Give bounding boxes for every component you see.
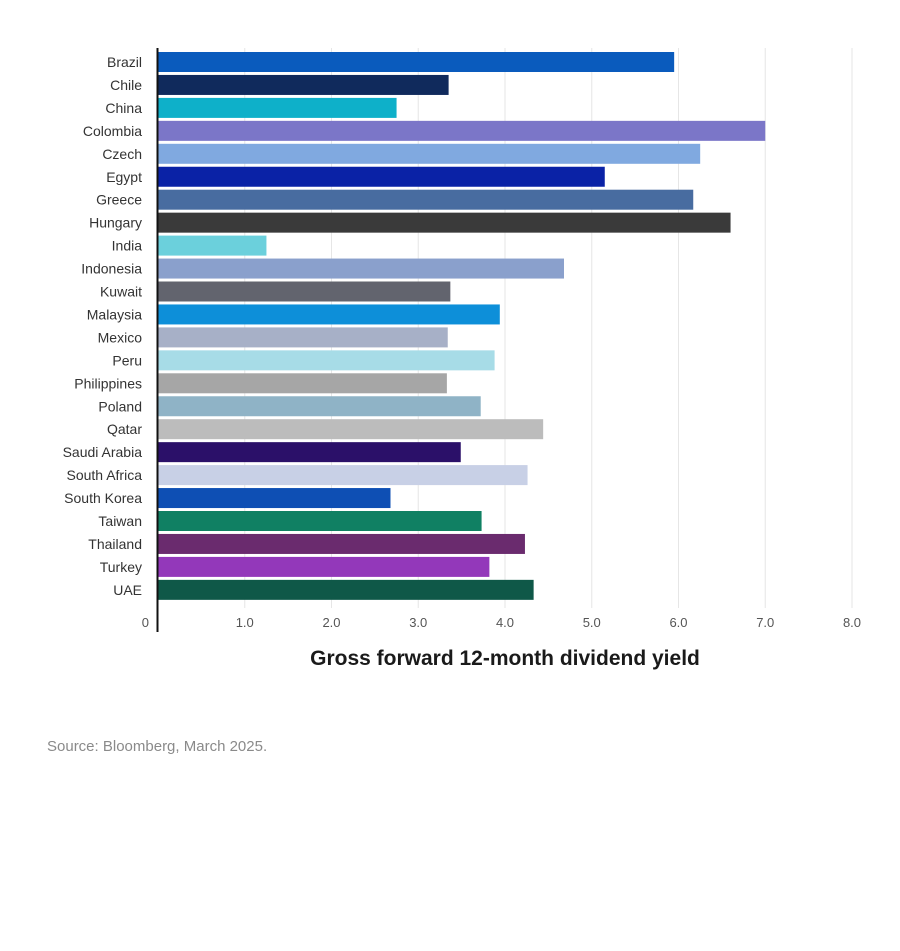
x-tick-label: 5.0	[583, 615, 601, 630]
x-tick-label: 0	[142, 615, 149, 630]
category-label-kuwait: Kuwait	[100, 284, 142, 300]
x-tick-label: 3.0	[409, 615, 427, 630]
category-label-egypt: Egypt	[106, 169, 142, 185]
bar-chile	[158, 74, 449, 95]
bars	[158, 52, 766, 600]
bar-taiwan	[158, 511, 482, 531]
category-label-south-korea: South Korea	[64, 490, 142, 506]
x-tick-label: 4.0	[496, 615, 514, 630]
bar-mexico	[158, 327, 448, 348]
x-tick-label: 2.0	[322, 615, 340, 630]
bar-poland	[158, 396, 481, 417]
bar-philippines	[158, 373, 447, 394]
bar-peru	[158, 350, 495, 371]
bar-turkey	[158, 556, 490, 577]
bar-china	[158, 97, 397, 118]
bar-thailand	[158, 533, 525, 554]
category-label-qatar: Qatar	[107, 421, 142, 437]
category-label-colombia: Colombia	[83, 123, 142, 139]
category-label-india: India	[112, 238, 143, 254]
category-label-saudi-arabia: Saudi Arabia	[63, 444, 143, 460]
bar-qatar	[158, 419, 544, 440]
category-label-chile: Chile	[110, 77, 142, 93]
x-axis-title: Gross forward 12-month dividend yield	[310, 647, 700, 670]
bar-hungary	[158, 212, 731, 233]
category-label-greece: Greece	[96, 192, 142, 208]
category-label-poland: Poland	[98, 398, 142, 414]
bar-brazil	[158, 52, 675, 72]
category-label-hungary: Hungary	[89, 215, 142, 231]
category-label-peru: Peru	[112, 352, 142, 368]
category-label-philippines: Philippines	[74, 375, 142, 391]
bar-greece	[158, 189, 694, 210]
bar-colombia	[158, 120, 766, 141]
category-label-czech: Czech	[102, 146, 142, 162]
bar-saudi-arabia	[158, 442, 461, 463]
category-labels: Brazil Chile China Colombia Czech Egypt Greece…	[63, 54, 143, 598]
bar-south-africa	[158, 465, 528, 486]
source-note: Source: Bloomberg, March 2025.	[47, 738, 268, 755]
category-label-indonesia: Indonesia	[81, 261, 142, 277]
category-label-thailand: Thailand	[88, 536, 142, 552]
category-label-south-africa: South Africa	[67, 467, 143, 483]
category-label-taiwan: Taiwan	[98, 513, 142, 529]
bar-india	[158, 235, 267, 256]
bar-czech	[158, 143, 701, 164]
bar-indonesia	[158, 258, 564, 279]
bar-kuwait	[158, 281, 451, 302]
x-tick-label: 6.0	[669, 615, 687, 630]
bar-uae	[158, 579, 534, 600]
category-label-china: China	[105, 100, 142, 116]
x-tick-label: 7.0	[756, 615, 774, 630]
category-label-brazil: Brazil	[107, 54, 142, 70]
bar-malaysia	[158, 304, 500, 325]
x-tick-label: 1.0	[236, 615, 254, 630]
category-label-mexico: Mexico	[98, 329, 143, 345]
x-tick-labels: 0 1.0 2.0 3.0 4.0 5.0 6.0 7.0 8.0	[142, 615, 861, 630]
x-tick-label: 8.0	[843, 615, 861, 630]
bar-egypt	[158, 166, 605, 187]
bar-south-korea	[158, 488, 391, 509]
category-label-turkey: Turkey	[100, 559, 142, 575]
category-label-malaysia: Malaysia	[87, 306, 142, 322]
dividend-yield-chart: Brazil Chile China Colombia Czech Egypt Greece…	[63, 48, 861, 670]
category-label-uae: UAE	[113, 582, 142, 598]
